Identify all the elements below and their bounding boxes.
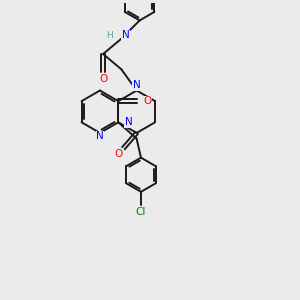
Text: O: O <box>143 96 151 106</box>
Text: H: H <box>106 31 113 40</box>
Text: N: N <box>122 30 130 40</box>
Text: N: N <box>125 117 133 127</box>
Text: N: N <box>133 80 140 90</box>
Text: N: N <box>96 131 104 142</box>
Text: Cl: Cl <box>136 206 146 217</box>
Text: O: O <box>115 148 123 158</box>
Text: O: O <box>99 74 107 84</box>
